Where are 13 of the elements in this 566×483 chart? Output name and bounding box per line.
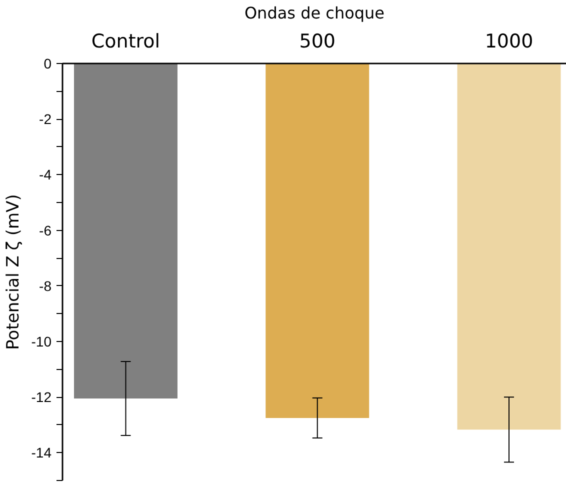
y-tick-label: -2 [39,111,52,128]
y-tick-label: -8 [39,278,52,294]
y-tick-label: -4 [39,166,52,183]
y-tick-label: -10 [31,334,52,350]
y-tick-label: 0 [44,56,52,72]
y-tick-label: -12 [31,389,52,406]
y-tick-label: -14 [31,444,52,461]
x-axis-title: Ondas de choque [244,4,385,22]
x-tick-label: Control [91,30,160,52]
y-tick-label: -6 [39,222,52,238]
x-tick-label: 500 [299,30,336,52]
y-axis-title: Potencial Z ζ (mV) [3,194,24,350]
x-tick-label: 1000 [484,30,534,52]
